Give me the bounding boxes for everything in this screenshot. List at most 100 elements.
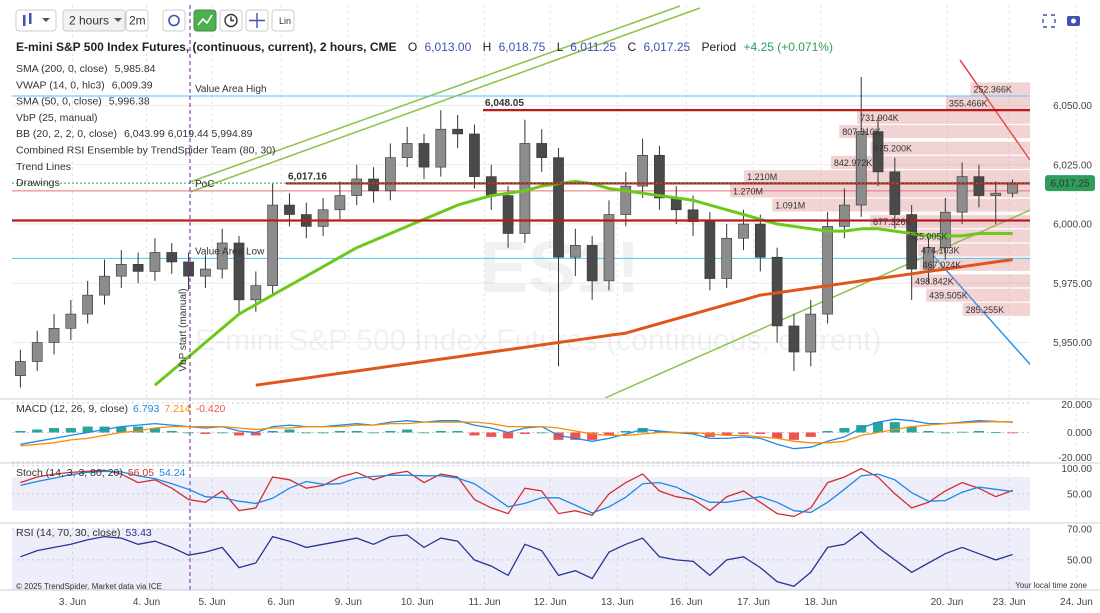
candle-body (435, 128, 447, 168)
indicator-line (20, 470, 1013, 514)
x-tick-label: 5. Jun (198, 597, 225, 608)
icon (249, 13, 265, 28)
scale-button[interactable] (271, 9, 295, 32)
ohlc-value: 6,018.75 (499, 40, 546, 54)
candle-body (317, 209, 329, 227)
candle-body (872, 131, 884, 173)
ohlc-key: O (408, 40, 417, 54)
candle-body (553, 157, 564, 258)
histogram-bar (637, 428, 648, 433)
volume-profile-label: 474.103K (921, 246, 960, 256)
candle-body (839, 204, 850, 227)
histogram-bar (587, 432, 598, 440)
histogram-bar (805, 432, 816, 437)
y-tick-label: 5,950.00 (1053, 338, 1092, 349)
volume-profile-bar (857, 110, 1030, 124)
front-layer: 3. Jun 4. Jun 5. Jun 6. Jun 9. Jun 10. Jun 11.… (16, 63, 1095, 608)
histogram-bar (872, 422, 884, 433)
histogram-bar (1007, 432, 1018, 434)
band (12, 528, 1030, 590)
candle-body (502, 195, 514, 234)
indicator-line (20, 531, 1013, 588)
candle-body (452, 128, 463, 135)
candle-body (586, 245, 598, 282)
sub-panels: 20.000 0.000 -20.000 MACD (12, 26, 9, close… (12, 400, 1092, 590)
histogram-bar (284, 429, 295, 433)
histogram-bar (418, 432, 430, 434)
candle-body (469, 133, 480, 177)
header-title: E-mini S&P 500 Index Futures, (continuou… (16, 40, 397, 54)
volume-profile-label: 355.466K (949, 99, 988, 109)
x-tick-label: 17. Jun (737, 597, 770, 608)
panel-value: 7.214 (164, 403, 190, 415)
y-tick-label: 50.00 (1067, 489, 1092, 500)
candle-body (284, 204, 295, 215)
legend-name: SMA (200, 0, close) (16, 63, 108, 75)
volume-profile-bar (970, 82, 1030, 96)
legend-value: 6,043.99 6,019.44 5,994.89 (124, 128, 253, 140)
legend-name: Trend Lines (16, 161, 71, 173)
volume-profile-label: 807.310K (842, 127, 881, 137)
last-price-tag (1045, 175, 1095, 192)
histogram-bar (166, 431, 177, 433)
ohlc-value: 6,011.25 (570, 40, 616, 54)
histogram-bar (889, 422, 900, 433)
candle-body (183, 261, 194, 277)
histogram-bar (233, 432, 245, 436)
legend-value: 5,996.38 (109, 96, 150, 108)
period-key: Period (702, 40, 737, 54)
histogram-bar (721, 432, 732, 436)
candle-body (166, 252, 178, 263)
x-tick-label: 20. Jun (931, 597, 964, 608)
histogram-bar (973, 431, 984, 433)
volume-profile-label: 1.210M (747, 172, 777, 182)
interval-short-button[interactable] (125, 9, 149, 32)
candle-body (569, 245, 581, 258)
candle-body (485, 176, 497, 196)
candle-body (65, 313, 77, 329)
histogram-bar (217, 432, 228, 434)
legend-entry: BB (20, 2, 2, 0, close) 6,043.99 6,019.44… (16, 128, 253, 140)
x-tick-label: 12. Jun (534, 597, 567, 608)
interval-button[interactable] (62, 9, 126, 32)
candle-body (704, 221, 716, 279)
x-tick-label: 23. Jun (993, 597, 1026, 608)
candle-body (956, 176, 968, 213)
legend-name: Combined RSI Ensemble by TrendSpider Tea… (16, 145, 276, 157)
histogram-bar (856, 425, 867, 433)
icon (1071, 18, 1076, 24)
histogram-bar (553, 432, 564, 440)
chart-type-button[interactable] (15, 9, 57, 32)
panel-value: 54.24 (159, 467, 185, 479)
y-tick-label: 20.000 (1061, 400, 1092, 411)
trend-line (929, 251, 1030, 366)
histogram-bar (990, 432, 1001, 433)
last-price-label: 6,017.25 (1051, 179, 1090, 190)
histogram-bar (48, 428, 60, 433)
histogram-bar (149, 428, 160, 433)
fullscreen-button[interactable] (1042, 14, 1056, 28)
icon (23, 15, 26, 26)
settings-button[interactable] (162, 9, 186, 32)
legend-value: 6,009.39 (112, 79, 153, 91)
candle-body (149, 252, 161, 272)
candle-body (216, 242, 228, 270)
candle-body (687, 209, 699, 222)
histogram-bar (839, 428, 850, 433)
histogram-bar (519, 432, 530, 434)
panel-title-text: Stoch (14, 3, 3, 80, 20) (16, 467, 123, 479)
icon (197, 14, 213, 26)
level-label: 6,048.05 (485, 98, 524, 109)
icon (42, 18, 50, 22)
histogram-bar (570, 432, 581, 440)
panel-title: RSI (14, 70, 30, close) 53.43 (16, 527, 152, 539)
indicator-line (20, 421, 1013, 447)
header: E-mini S&P 500 Index Futures, (continuou… (16, 40, 833, 54)
interval-short-label: 2m (129, 14, 146, 28)
x-tick-label: 11. Jun (469, 597, 501, 608)
candle-body (603, 214, 615, 282)
interval-label: 2 hours (69, 14, 109, 28)
legend-entry: Drawings (16, 177, 60, 189)
candle-body (721, 237, 733, 279)
histogram-bar (486, 432, 497, 437)
